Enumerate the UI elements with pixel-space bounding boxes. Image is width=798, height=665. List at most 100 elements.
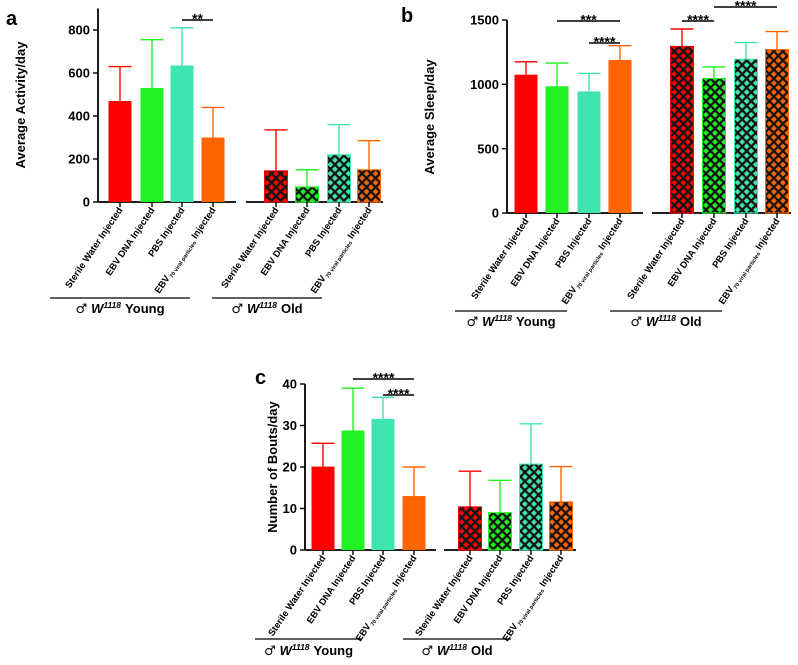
x-tick-label-main: Sterile Water Injected (218, 205, 280, 290)
y-tick-label: 0 (83, 195, 90, 210)
y-tick-label: 400 (68, 109, 90, 124)
bar (734, 58, 758, 214)
strain-superscript: 1118 (103, 300, 121, 310)
x-tick-label-main: Sterile Water Injected (468, 216, 530, 301)
strain-superscript: 1118 (658, 313, 676, 323)
x-tick-label: Sterile Water Injected (468, 216, 530, 301)
panel-b: b Average Sleep/day 0 500 1000 1500 Sterile Wa… (401, 0, 791, 330)
x-tick-label: Sterile Water Injected (624, 216, 686, 301)
group-name: Young (314, 643, 354, 658)
bar (608, 59, 632, 214)
x-tick-label: Sterile Water Injected (412, 553, 474, 638)
bar (458, 506, 482, 551)
x-tick-label-subscript: 70 viral particles (169, 240, 198, 279)
bar (402, 496, 426, 550)
x-tick-label-tail: Injected (390, 553, 419, 589)
strain-superscript: 1118 (292, 642, 310, 652)
strain-name: W (91, 301, 105, 316)
y-tick-label: 200 (68, 152, 90, 167)
group-label: ♂ W1118 Young (466, 313, 555, 330)
y-axis-title: Average Sleep/day (422, 59, 437, 175)
significance-label: **** (594, 34, 616, 50)
x-tick-label-tail: Injected (537, 553, 566, 589)
x-tick-label: EBV70 viral particlesInjected (353, 553, 421, 645)
x-tick-label: EBV70 viral particlesInjected (716, 216, 784, 308)
y-tick-label: 1500 (470, 13, 499, 28)
significance-label: **** (687, 12, 709, 28)
y-tick-label: 40 (283, 377, 297, 392)
male-symbol: ♂ (231, 302, 243, 317)
x-tick-label-subscript: 70 viral particles (325, 240, 354, 279)
y-axis-title: Average Activity/day (13, 41, 28, 169)
bar (170, 65, 194, 202)
y-tick-label: 1000 (470, 77, 499, 92)
panel-a: a Average Activity/day 0 200 400 600 800 Steril… (6, 8, 383, 317)
male-symbol: ♂ (466, 315, 478, 330)
x-tick-label: Sterile Water Injected (62, 205, 124, 290)
strain-superscript: 1118 (259, 300, 277, 310)
panel-label: b (401, 5, 413, 27)
y-axis-title: Number of Bouts/day (265, 401, 280, 533)
group-name: Old (281, 301, 303, 316)
x-tick-label-tail: Injected (345, 205, 374, 241)
y-tick-label: 10 (283, 501, 297, 516)
x-tick-label-main: Sterile Water Injected (624, 216, 686, 301)
bar (702, 78, 726, 214)
bar (108, 100, 132, 202)
x-tick-label-main: Sterile Water Injected (412, 553, 474, 638)
strain-name: W (247, 301, 261, 316)
x-tick-label: EBV70 viral particlesInjected (152, 205, 220, 297)
y-tick-label: 20 (283, 460, 297, 475)
panel-label: c (255, 367, 266, 389)
bar (341, 430, 365, 550)
x-tick-label-subscript: 70 viral particles (370, 588, 399, 627)
x-tick-label: Sterile Water Injected (218, 205, 280, 290)
x-tick-label-subscript: 70 viral particles (733, 251, 762, 290)
x-tick-label-tail: Injected (753, 216, 782, 252)
bar (357, 169, 381, 203)
strain-superscript: 1118 (449, 642, 467, 652)
strain-name: W (280, 643, 294, 658)
panel-c: c Number of Bouts/day 0 10 20 30 40 Sterile Wat… (255, 367, 576, 659)
bar (765, 49, 789, 214)
x-tick-label: EBV70 viral particlesInjected (500, 553, 568, 645)
significance-label: **** (373, 370, 395, 386)
group-name: Young (516, 314, 556, 329)
strain-name: W (646, 314, 660, 329)
significance-label: *** (580, 12, 597, 28)
significance-label: **** (735, 0, 757, 14)
male-symbol: ♂ (630, 315, 642, 330)
x-tick-label-subscript: 70 viral particles (576, 251, 605, 290)
strain-name: W (482, 314, 496, 329)
bar (201, 137, 225, 202)
y-tick-label: 30 (283, 418, 297, 433)
x-tick-label-tail: Injected (596, 216, 625, 252)
group-label: ♂ W1118 Old (630, 313, 701, 330)
male-symbol: ♂ (75, 302, 87, 317)
group-label: ♂ W1118 Old (421, 642, 492, 659)
y-tick-label: 0 (290, 543, 297, 558)
bar (311, 466, 335, 550)
x-tick-label: Sterile Water Injected (265, 553, 327, 638)
bar (295, 186, 319, 203)
bar (264, 170, 288, 203)
bar (327, 154, 351, 203)
male-symbol: ♂ (421, 644, 433, 659)
bar (519, 463, 543, 551)
bar (140, 88, 164, 202)
bar (549, 501, 573, 551)
bar (670, 45, 694, 214)
y-tick-label: 600 (68, 66, 90, 81)
x-tick-label-main: Sterile Water Injected (62, 205, 124, 290)
significance-label: **** (388, 386, 410, 402)
x-tick-label: EBV70 viral particlesInjected (559, 216, 627, 308)
group-name: Young (125, 301, 165, 316)
x-tick-label-tail: Injected (189, 205, 218, 241)
group-name: Old (680, 314, 702, 329)
x-tick-label-main: Sterile Water Injected (265, 553, 327, 638)
x-tick-label: EBV70 viral particlesInjected (308, 205, 376, 297)
significance-label: ** (192, 11, 203, 27)
group-label: ♂ W1118 Old (231, 300, 302, 317)
bar (371, 418, 395, 550)
